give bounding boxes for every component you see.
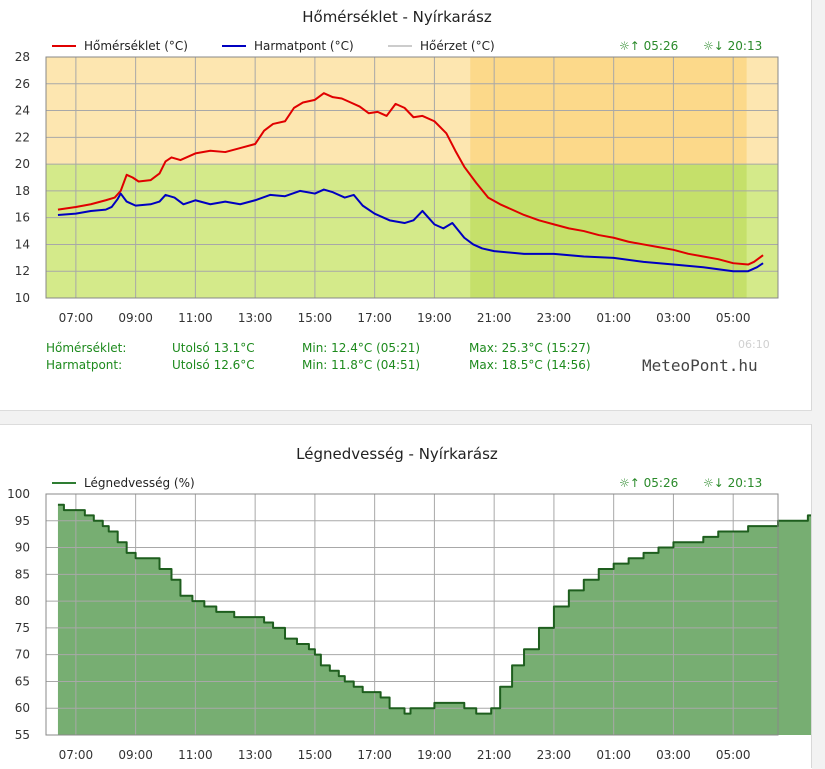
x-tick-label: 23:00 <box>537 748 572 762</box>
x-tick-label: 23:00 <box>537 311 572 325</box>
stats-min-temperature: Min: 12.4°C (05:21) <box>302 341 421 355</box>
y-tick-label: 10 <box>15 291 30 305</box>
legend-label-feels-like: Hőérzet (°C) <box>420 39 495 53</box>
x-tick-label: 03:00 <box>656 748 691 762</box>
legend: Légnedvesség (%) ☼↑ 05:26 ☼↓ 20:13 <box>52 476 762 490</box>
scroll-edge <box>811 424 825 768</box>
x-tick-label: 01:00 <box>596 311 631 325</box>
y-tick-label: 75 <box>15 621 30 635</box>
plot-frame <box>45 56 779 299</box>
x-tick-label: 21:00 <box>477 748 512 762</box>
x-tick-label: 05:00 <box>716 311 751 325</box>
x-tick-label: 17:00 <box>357 748 392 762</box>
sunrise-label: ☼↑ 05:26 <box>619 476 678 490</box>
x-tick-label: 19:00 <box>417 311 452 325</box>
sunrise-label: ☼↑ 05:26 <box>619 39 678 53</box>
y-tick-label: 28 <box>15 50 30 64</box>
stats-name-dewpoint: Harmatpont: <box>46 358 123 372</box>
stats-last-temperature: Utolsó 13.1°C <box>172 341 255 355</box>
humidity-area <box>57 504 825 735</box>
y-tick-label: 60 <box>15 701 30 715</box>
brand-logo-text[interactable]: MeteoPont.hu <box>642 356 758 375</box>
y-tick-label: 70 <box>15 648 30 662</box>
x-tick-label: 21:00 <box>477 311 512 325</box>
plot-frame <box>45 493 779 736</box>
sunset-label: ☼↓ 20:13 <box>703 476 762 490</box>
legend-label-humidity: Légnedvesség (%) <box>84 476 195 490</box>
y-tick-label: 24 <box>15 104 30 118</box>
y-tick-label: 55 <box>15 728 30 742</box>
stats-last-dewpoint: Utolsó 12.6°C <box>172 358 255 372</box>
x-tick-label: 05:00 <box>716 748 751 762</box>
x-tick-label: 01:00 <box>596 748 631 762</box>
x-tick-label: 19:00 <box>417 748 452 762</box>
y-tick-label: 90 <box>15 541 30 555</box>
y-tick-label: 18 <box>15 184 30 198</box>
night-shading <box>470 164 747 298</box>
plot-area: 10 12 14 16 18 20 22 24 26 28 07:00 09:00 11:00 13:00… <box>15 50 779 325</box>
x-tick-label: 13:00 <box>238 748 273 762</box>
temperature-chart: Hőmérséklet - Nyírkarász Hőmérséklet (°C… <box>15 8 779 325</box>
scroll-edge <box>811 0 825 410</box>
y-tick-label: 85 <box>15 567 30 581</box>
sunset-label: ☼↓ 20:13 <box>703 39 762 53</box>
y-tick-label: 20 <box>15 157 30 171</box>
y-tick-label: 22 <box>15 130 30 144</box>
y-tick-label: 65 <box>15 674 30 688</box>
y-tick-label: 14 <box>15 237 30 251</box>
series-line-0 <box>57 503 825 715</box>
legend-label-temperature: Hőmérséklet (°C) <box>84 39 188 53</box>
x-tick-label: 13:00 <box>238 311 273 325</box>
plot-area: 55 60 65 70 75 80 85 90 95 100 07:00 09:00 11:00 13:0… <box>7 487 825 762</box>
x-tick-label: 15:00 <box>298 311 333 325</box>
y-tick-label: 26 <box>15 77 30 91</box>
x-tick-label: 11:00 <box>178 311 213 325</box>
x-tick-label: 11:00 <box>178 748 213 762</box>
legend-label-dewpoint: Harmatpont (°C) <box>254 39 354 53</box>
x-tick-label: 07:00 <box>59 748 94 762</box>
y-tick-label: 16 <box>15 211 30 225</box>
y-tick-label: 95 <box>15 514 30 528</box>
chart-title: Légnedvesség - Nyírkarász <box>296 445 498 463</box>
stats-max-temperature: Max: 25.3°C (15:27) <box>469 341 591 355</box>
y-tick-label: 80 <box>15 594 30 608</box>
chart-title: Hőmérséklet - Nyírkarász <box>302 8 492 26</box>
update-timestamp: 06:10 <box>738 338 770 351</box>
stats-min-dewpoint: Min: 11.8°C (04:51) <box>302 358 421 372</box>
stats-name-temperature: Hőmérséklet: <box>46 341 127 355</box>
series-line-1 <box>57 188 764 273</box>
x-tick-label: 09:00 <box>118 748 153 762</box>
x-tick-label: 15:00 <box>298 748 333 762</box>
temperature-panel: Hőmérséklet - Nyírkarász Hőmérséklet (°C… <box>0 0 812 411</box>
y-tick-label: 12 <box>15 264 30 278</box>
x-tick-label: 09:00 <box>118 311 153 325</box>
humidity-panel: Légnedvesség - Nyírkarász Légnedvesség (… <box>0 424 825 769</box>
x-tick-label: 17:00 <box>357 311 392 325</box>
x-tick-label: 03:00 <box>656 311 691 325</box>
x-tick-label: 07:00 <box>59 311 94 325</box>
humidity-chart: Légnedvesség - Nyírkarász Légnedvesség (… <box>7 445 825 762</box>
legend: Hőmérséklet (°C) Harmatpont (°C) Hőérzet… <box>52 39 762 53</box>
series-line-0 <box>57 92 764 266</box>
y-tick-label: 100 <box>7 487 30 501</box>
stats-max-dewpoint: Max: 18.5°C (14:56) <box>469 358 591 372</box>
